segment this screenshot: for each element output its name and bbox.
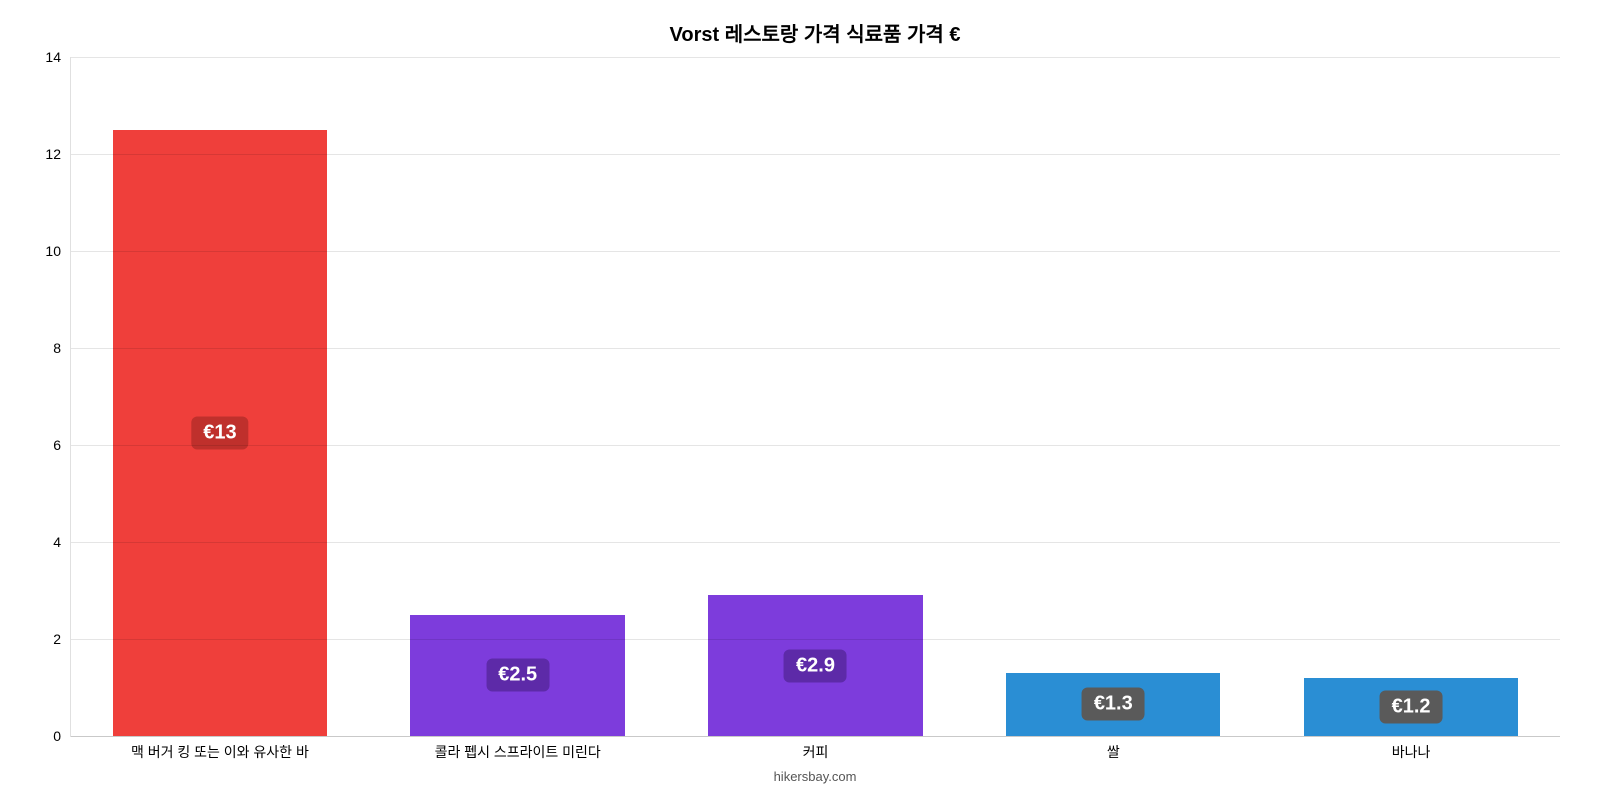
bar-slot: €13 xyxy=(71,57,369,736)
gridline xyxy=(71,154,1560,155)
bar-slot: €1.2 xyxy=(1262,57,1560,736)
value-badge: €1.3 xyxy=(1082,688,1145,721)
gridline xyxy=(71,57,1560,58)
x-label: 커피 xyxy=(667,742,965,762)
gridline xyxy=(71,445,1560,446)
y-tick: 0 xyxy=(53,728,71,744)
y-tick: 10 xyxy=(45,243,71,259)
y-tick: 14 xyxy=(45,49,71,65)
y-tick: 2 xyxy=(53,631,71,647)
bar: €2.5 xyxy=(410,615,624,736)
plot-area: €13€2.5€2.9€1.3€1.2 맥 버거 킹 또는 이와 유사한 바콜라… xyxy=(70,57,1560,737)
gridline xyxy=(71,348,1560,349)
gridline xyxy=(71,736,1560,737)
value-badge: €1.2 xyxy=(1380,690,1443,723)
value-badge: €2.9 xyxy=(784,649,847,682)
chart-title: Vorst 레스토랑 가격 식료품 가격 € xyxy=(70,18,1560,47)
x-label: 쌀 xyxy=(964,742,1262,762)
x-label: 콜라 펩시 스프라이트 미린다 xyxy=(369,742,667,762)
y-tick: 8 xyxy=(53,340,71,356)
x-label: 맥 버거 킹 또는 이와 유사한 바 xyxy=(71,742,369,762)
bar: €2.9 xyxy=(708,595,922,736)
gridline xyxy=(71,639,1560,640)
bar: €1.2 xyxy=(1304,678,1518,736)
y-tick: 6 xyxy=(53,437,71,453)
chart-container: Vorst 레스토랑 가격 식료품 가격 € €13€2.5€2.9€1.3€1… xyxy=(0,0,1600,800)
bar-slot: €1.3 xyxy=(964,57,1262,736)
bar-slot: €2.9 xyxy=(667,57,965,736)
bar: €13 xyxy=(113,130,327,736)
bar: €1.3 xyxy=(1006,673,1220,736)
value-badge: €2.5 xyxy=(486,659,549,692)
y-tick: 4 xyxy=(53,534,71,550)
gridline xyxy=(71,251,1560,252)
x-label: 바나나 xyxy=(1262,742,1560,762)
bar-slot: €2.5 xyxy=(369,57,667,736)
gridline xyxy=(71,542,1560,543)
attribution: hikersbay.com xyxy=(70,769,1560,784)
bars-layer: €13 €2.5 €2.9 €1.3 €1.2 xyxy=(71,57,1560,736)
x-axis-labels: 맥 버거 킹 또는 이와 유사한 바콜라 펩시 스프라이트 미린다커피쌀바나나 xyxy=(71,742,1560,762)
y-tick: 12 xyxy=(45,146,71,162)
